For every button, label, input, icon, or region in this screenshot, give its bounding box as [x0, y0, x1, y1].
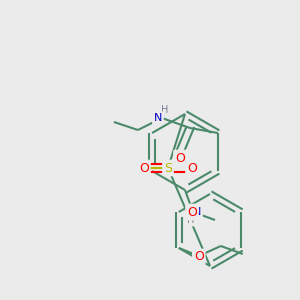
Text: O: O — [175, 152, 185, 164]
Text: N: N — [154, 113, 162, 123]
Text: H: H — [161, 105, 169, 115]
Text: H: H — [187, 215, 195, 225]
Text: O: O — [187, 161, 197, 175]
Text: S: S — [164, 161, 172, 175]
Text: O: O — [194, 250, 204, 263]
Text: O: O — [187, 206, 197, 218]
Text: O: O — [139, 161, 149, 175]
Text: N: N — [193, 207, 201, 217]
